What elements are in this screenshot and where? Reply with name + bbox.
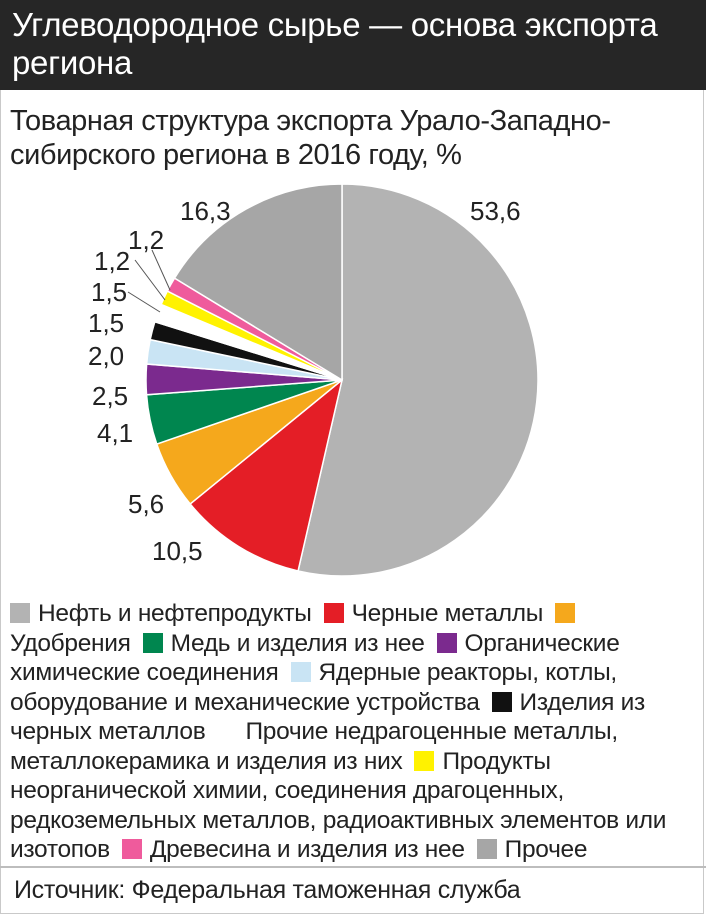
legend-label: Прочие недрагоценные металлы, металлокер… bbox=[10, 718, 618, 775]
leader-line-other-metals bbox=[127, 291, 161, 313]
legend-label: Прочее bbox=[504, 836, 588, 863]
legend-swatch bbox=[217, 721, 238, 741]
legend-swatch bbox=[323, 603, 344, 623]
legend-label: Изделия из черных металлов bbox=[10, 688, 645, 746]
legend-item-other-metals: Прочие недрагоценные металлы, металлокер… bbox=[10, 718, 618, 775]
legend-item-other: Прочее bbox=[476, 836, 588, 863]
data-label-ferrous: 10,5 bbox=[152, 536, 203, 566]
legend-swatch bbox=[436, 632, 457, 653]
data-label-oil: 53,6 bbox=[470, 196, 521, 226]
legend-item-wood: Древесина и изделия из нее bbox=[121, 836, 465, 863]
data-label-nuclear: 2,0 bbox=[88, 341, 124, 371]
legend-swatch bbox=[10, 603, 30, 623]
data-label-organic: 2,5 bbox=[92, 381, 128, 411]
legend-label: Нефть и нефтепродукты bbox=[38, 600, 312, 627]
legend-label: Органические химические соединения bbox=[10, 629, 620, 687]
legend-swatch bbox=[121, 839, 142, 859]
data-label-other-metals: 1,5 bbox=[91, 277, 127, 307]
legend-swatch bbox=[414, 750, 435, 771]
legend-item-nuclear: Ядерные реакторы, котлы, оборудование и … bbox=[10, 659, 617, 716]
legend-label: Древесина и изделия из нее bbox=[149, 836, 465, 863]
page-title: Углеводородное сырье — основа экспорта р… bbox=[12, 6, 658, 81]
legend-item-oil: Нефть и нефтепродукты bbox=[10, 600, 312, 627]
legend-label: Удобрения bbox=[10, 629, 131, 657]
data-label-wood: 1,2 bbox=[128, 225, 164, 255]
data-label-ferrous-products: 1,5 bbox=[88, 308, 124, 338]
legend-label: Продукты неорганической химии, соединени… bbox=[10, 747, 667, 864]
legend-swatch bbox=[491, 691, 512, 712]
legend-label: Медь и изделия из нее bbox=[170, 629, 425, 657]
legend-label: Ядерные реакторы, котлы, оборудование и … bbox=[10, 659, 617, 716]
data-label-fertilizers: 5,6 bbox=[128, 489, 164, 519]
data-label-copper: 4,1 bbox=[97, 418, 133, 448]
pie-chart: 53,610,55,64,12,52,01,51,51,21,216,3 bbox=[88, 183, 539, 577]
data-label-other: 16,3 bbox=[180, 196, 231, 226]
legend-swatch bbox=[555, 603, 576, 623]
leader-line-inorganic bbox=[134, 259, 166, 301]
legend-label: Черные металлы bbox=[351, 600, 544, 627]
legend-swatch bbox=[476, 839, 497, 859]
legend-item-ferrous-products: Изделия из черных металлов bbox=[10, 689, 645, 746]
legend-item-organic: Органические химические соединения bbox=[10, 630, 620, 687]
header-bar: Углеводородное сырье — основа экспорта р… bbox=[0, 0, 706, 90]
legend-item-inorganic: Продукты неорганической химии, соединени… bbox=[10, 748, 666, 864]
source-note: Источник: Федеральная таможенная служба bbox=[14, 876, 521, 904]
chart-legend: Нефть и нефтепродукты Черные металлы Удобр… bbox=[10, 599, 700, 865]
pie-slice-oil bbox=[297, 183, 539, 577]
divider bbox=[0, 866, 706, 868]
legend-item-copper: Медь и изделия из нее bbox=[142, 629, 425, 657]
pie-slice-other bbox=[173, 183, 343, 382]
pie-slice-ferrous bbox=[189, 378, 344, 572]
data-label-inorganic: 1,2 bbox=[94, 246, 130, 276]
legend-swatch bbox=[290, 662, 311, 682]
legend-swatch bbox=[142, 632, 163, 653]
legend-item-fertilizers: Удобрения bbox=[10, 600, 583, 657]
legend-item-ferrous: Черные металлы bbox=[323, 600, 544, 627]
chart-subtitle: Товарная структура экспорта Урало-Западн… bbox=[10, 105, 611, 171]
leader-line-wood bbox=[151, 249, 171, 291]
